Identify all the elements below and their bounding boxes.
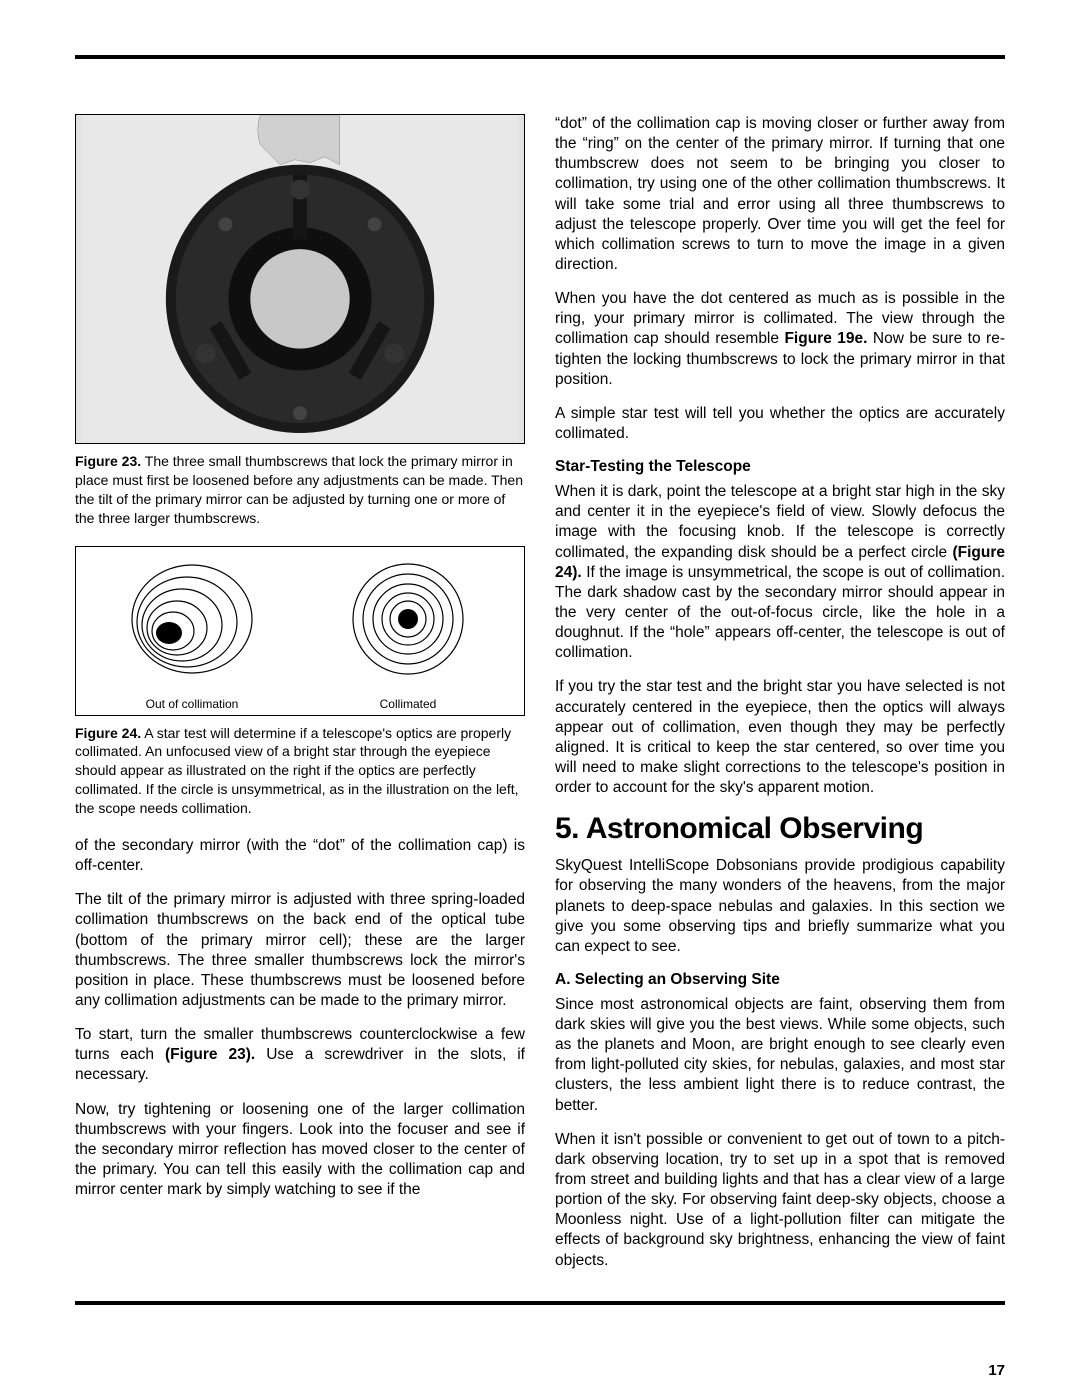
figure-24-left: Out of collimation (84, 559, 300, 711)
left-para-2: The tilt of the primary mirror is adjust… (75, 890, 525, 1011)
right-para-8: When it isn't possible or convenient to … (555, 1130, 1005, 1271)
figure-24-left-label: Out of collimation (146, 697, 239, 711)
right-para-4c: If the image is unsymmetrical, the scope… (555, 564, 1005, 662)
left-para-1: of the secondary mirror (with the “dot” … (75, 836, 525, 876)
figure-24-image: Out of collimation Collimated (75, 546, 525, 716)
out-of-collimation-diagram (127, 559, 257, 679)
mirror-cell-photo (76, 115, 524, 443)
figure-19e-ref: Figure 19e. (784, 330, 867, 347)
figure-23-image (75, 114, 525, 444)
figure-23-caption: Figure 23. The three small thumbscrews t… (75, 452, 525, 528)
right-para-7: Since most astronomical objects are fain… (555, 995, 1005, 1116)
figure-24-label: Figure 24. (75, 725, 141, 741)
left-column: Figure 23. The three small thumbscrews t… (75, 114, 525, 1271)
section-heading-5: 5. Astronomical Observing (555, 812, 1005, 846)
right-para-3: A simple star test will tell you whether… (555, 404, 1005, 444)
figure-23-ref: (Figure 23). (165, 1046, 255, 1063)
left-para-4: Now, try tightening or loosening one of … (75, 1100, 525, 1201)
left-para-3: To start, turn the smaller thumbscrews c… (75, 1025, 525, 1085)
figure-23-caption-text: The three small thumbscrews that lock th… (75, 453, 523, 526)
page-number: 17 (988, 1362, 1005, 1379)
right-para-4: When it is dark, point the telescope at … (555, 482, 1005, 663)
figure-24-right: Collimated (300, 559, 516, 711)
subhead-star-testing: Star-Testing the Telescope (555, 458, 1005, 476)
two-column-layout: Figure 23. The three small thumbscrews t… (75, 114, 1005, 1271)
right-para-4a: When it is dark, point the telescope at … (555, 483, 1005, 560)
page: Figure 23. The three small thumbscrews t… (0, 0, 1080, 1397)
right-column: “dot” of the collimation cap is moving c… (555, 114, 1005, 1271)
subhead-selecting-site: A. Selecting an Observing Site (555, 971, 1005, 989)
right-para-6: SkyQuest IntelliScope Dobsonians provide… (555, 856, 1005, 957)
right-para-5: If you try the star test and the bright … (555, 677, 1005, 798)
right-para-1: “dot” of the collimation cap is moving c… (555, 114, 1005, 275)
figure-24-right-label: Collimated (380, 697, 437, 711)
top-rule (75, 55, 1005, 59)
figure-23-label: Figure 23. (75, 453, 141, 469)
bottom-rule (75, 1301, 1005, 1305)
right-para-2: When you have the dot centered as much a… (555, 289, 1005, 390)
figure-24-caption: Figure 24. A star test will determine if… (75, 724, 525, 818)
collimated-diagram (343, 559, 473, 679)
figure-24-caption-text: A star test will determine if a telescop… (75, 725, 519, 817)
